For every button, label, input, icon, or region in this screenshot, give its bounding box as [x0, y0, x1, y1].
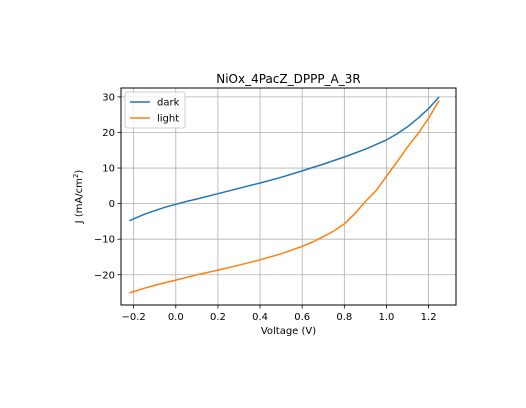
x-tick-label: 0.2	[210, 312, 226, 323]
x-tick-label: 0.4	[252, 312, 268, 323]
chart-title: NiOx_4PacZ_DPPP_A_3R	[216, 72, 361, 86]
x-tick-label: 0.0	[168, 312, 184, 323]
series-line-light	[129, 100, 440, 294]
x-tick-label: 1.2	[421, 312, 437, 323]
series-layer	[129, 96, 440, 294]
x-axis-label: Voltage (V)	[261, 326, 316, 337]
x-tick-label: 0.8	[336, 312, 352, 323]
plot-area-frame	[120, 87, 457, 306]
x-axis-ticks: −0.2 0.0 0.2 0.4 0.6 0.8 1.0 1.2	[121, 305, 437, 323]
y-axis-label-end: )	[74, 170, 85, 174]
y-tick-label: −10	[94, 235, 115, 246]
legend-frame	[124, 91, 186, 129]
legend-label-light: light	[157, 114, 179, 125]
y-tick-label: 20	[102, 128, 115, 139]
legend-label-dark: dark	[157, 98, 180, 109]
grid-lines	[121, 88, 456, 305]
y-axis-label: J (mA/cm2)	[72, 170, 85, 225]
y-axis-label-main: J (mA/cm	[74, 178, 85, 224]
y-tick-label: 10	[102, 164, 115, 175]
legend: dark light	[124, 91, 186, 129]
y-tick-label: 30	[102, 92, 115, 103]
x-tick-label: 1.0	[379, 312, 395, 323]
y-tick-label: 0	[109, 199, 115, 210]
x-tick-label: −0.2	[121, 312, 145, 323]
y-axis-ticks: −20 −10 0 10 20 30	[94, 92, 121, 281]
x-tick-label: 0.6	[294, 312, 310, 323]
y-tick-label: −20	[94, 270, 115, 281]
series-line-dark	[129, 96, 440, 222]
y-axis-label-superscript: 2	[72, 174, 80, 178]
